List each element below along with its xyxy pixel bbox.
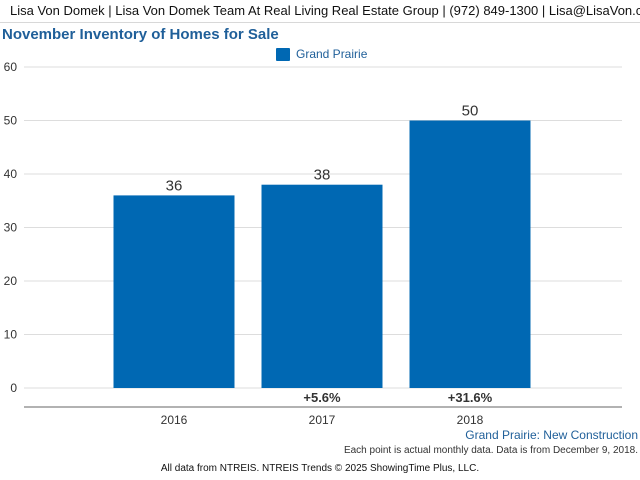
data-labels: 36 38 50 <box>166 103 479 195</box>
bars <box>113 120 531 388</box>
legend-label: Grand Prairie <box>296 47 368 61</box>
header-text: Lisa Von Domek | Lisa Von Domek Team At … <box>10 3 640 18</box>
legend[interactable]: Grand Prairie <box>276 46 367 62</box>
data-label: 38 <box>314 167 331 184</box>
chart-caption: Grand Prairie: New Construction <box>465 428 638 442</box>
y-tick-label: 10 <box>4 328 18 342</box>
data-label: 50 <box>462 103 479 120</box>
change-labels: +5.6% +31.6% <box>303 390 492 405</box>
data-label: 36 <box>166 177 183 194</box>
y-tick-label: 40 <box>4 167 18 181</box>
y-tick-label: 60 <box>4 60 18 74</box>
bar <box>409 120 531 388</box>
x-tick-label: 2018 <box>457 413 484 427</box>
chart-footnote: Each point is actual monthly data. Data … <box>343 445 638 456</box>
x-tick-label: 2017 <box>309 413 336 427</box>
y-axis-ticks: 0 10 20 30 40 50 60 <box>4 60 18 395</box>
y-tick-label: 0 <box>10 381 17 395</box>
header-bar: Lisa Von Domek | Lisa Von Domek Team At … <box>0 0 640 23</box>
x-tick-label: 2016 <box>161 413 188 427</box>
bar <box>113 195 235 388</box>
chart-title: November Inventory of Homes for Sale <box>2 26 279 43</box>
bar <box>261 184 383 388</box>
y-tick-label: 20 <box>4 274 18 288</box>
y-tick-label: 50 <box>4 114 18 128</box>
y-tick-label: 30 <box>4 221 18 235</box>
footer-credit: All data from NTREIS. NTREIS Trends © 20… <box>160 463 480 474</box>
change-label: +5.6% <box>303 390 341 405</box>
change-label: +31.6% <box>448 390 493 405</box>
legend-swatch <box>276 47 290 61</box>
x-axis-ticks: 2016 2017 2018 <box>161 413 484 427</box>
